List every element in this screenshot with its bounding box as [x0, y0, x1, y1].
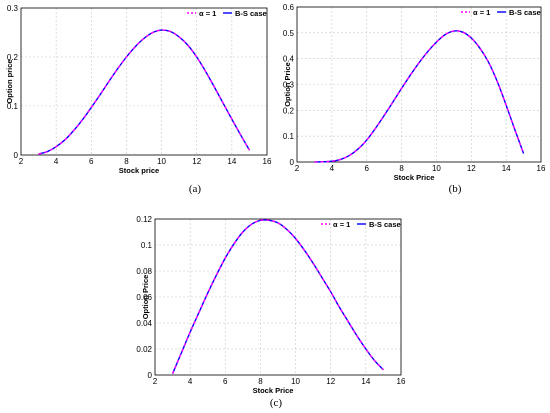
- y-tick-label: 0.1: [141, 241, 153, 250]
- legend-entry-alpha: α = 1: [473, 8, 490, 17]
- y-tick-label: 0.3: [283, 81, 295, 90]
- y-axis-label: Option price: [5, 59, 14, 103]
- series-line-alpha-1: [314, 30, 525, 163]
- series-line-alpha-1: [38, 29, 251, 155]
- y-tick-label: 0.04: [136, 319, 152, 328]
- x-tick-label: 4: [188, 377, 193, 386]
- panel-label: (c): [270, 397, 283, 409]
- y-tick-label: 0: [148, 371, 153, 380]
- x-tick-label: 12: [326, 377, 335, 386]
- x-tick-label: 14: [502, 164, 511, 173]
- x-tick-label: 2: [295, 164, 300, 173]
- legend-entry-alpha: α = 1: [199, 9, 216, 18]
- y-tick-label: 0: [290, 158, 295, 167]
- x-tick-label: 2: [19, 157, 24, 166]
- y-axis-label: Option Price: [141, 275, 150, 320]
- x-tick-label: 8: [399, 164, 404, 173]
- x-tick-label: 6: [364, 164, 369, 173]
- x-tick-label: 16: [537, 164, 546, 173]
- x-tick-label: 8: [124, 157, 129, 166]
- plot-frame: [20, 7, 268, 156]
- panel-label: (a): [189, 183, 202, 195]
- x-tick-label: 4: [54, 157, 59, 166]
- y-tick-label: 0.1: [7, 102, 19, 111]
- plot-frame: [296, 6, 542, 163]
- x-axis-label: Stock Price: [253, 386, 294, 395]
- series-line-bs-case: [314, 30, 525, 163]
- y-tick-label: 0: [14, 151, 19, 160]
- x-tick-label: 2: [153, 377, 158, 386]
- x-tick-label: 14: [227, 157, 236, 166]
- series-line-alpha-1: [171, 219, 384, 374]
- x-tick-label: 4: [330, 164, 335, 173]
- x-tick-label: 12: [192, 157, 201, 166]
- x-tick-label: 6: [223, 377, 228, 386]
- x-tick-label: 10: [291, 377, 300, 386]
- x-axis-label: Stock price: [119, 166, 159, 175]
- x-tick-label: 14: [361, 377, 370, 386]
- chart-panel-1: 2 4 6 8 10 12 14 16 0 0.1 0.2 0.3 α = 1 B-S case Stock…: [5, 4, 272, 195]
- y-tick-label: 0.06: [136, 293, 152, 302]
- panel-label: (b): [449, 183, 462, 195]
- chart-panel-2: 2 4 6 8 10 12 14 16 0 0.1 0.2 0.3 0.4 0.5 0.6 α = 1 B-S …: [283, 3, 546, 195]
- x-axis-label: Stock Price: [394, 173, 435, 182]
- x-tick-label: 6: [89, 157, 94, 166]
- x-tick-label: 16: [397, 377, 406, 386]
- legend-entry-alpha: α = 1: [333, 220, 350, 229]
- x-tick-label: 10: [157, 157, 166, 166]
- y-tick-label: 0.2: [283, 106, 295, 115]
- plot-frame: [154, 218, 402, 376]
- y-tick-label: 0.1: [283, 132, 295, 141]
- x-tick-label: 10: [432, 164, 441, 173]
- y-tick-label: 0.5: [283, 29, 295, 38]
- x-tick-label: 16: [263, 157, 272, 166]
- y-tick-label: 0.02: [136, 345, 152, 354]
- legend-entry-bs: B-S case: [509, 8, 541, 17]
- y-tick-label: 0.12: [136, 215, 152, 224]
- y-tick-label: 0.2: [7, 53, 19, 62]
- y-axis-label: Option Price: [283, 62, 292, 107]
- y-tick-label: 0.3: [7, 4, 19, 13]
- legend-entry-bs: B-S case: [369, 220, 401, 229]
- x-tick-label: 8: [258, 377, 263, 386]
- legend-entry-bs: B-S case: [235, 9, 267, 18]
- y-tick-label: 0.4: [283, 55, 295, 64]
- x-tick-label: 12: [467, 164, 476, 173]
- y-tick-label: 0.6: [283, 3, 295, 12]
- chart-panel-3: 2 4 6 8 10 12 14 16 0 0.02 0.04 0.06 0.08 0.1 0.12 α = …: [136, 215, 406, 409]
- y-tick-label: 0.08: [136, 267, 152, 276]
